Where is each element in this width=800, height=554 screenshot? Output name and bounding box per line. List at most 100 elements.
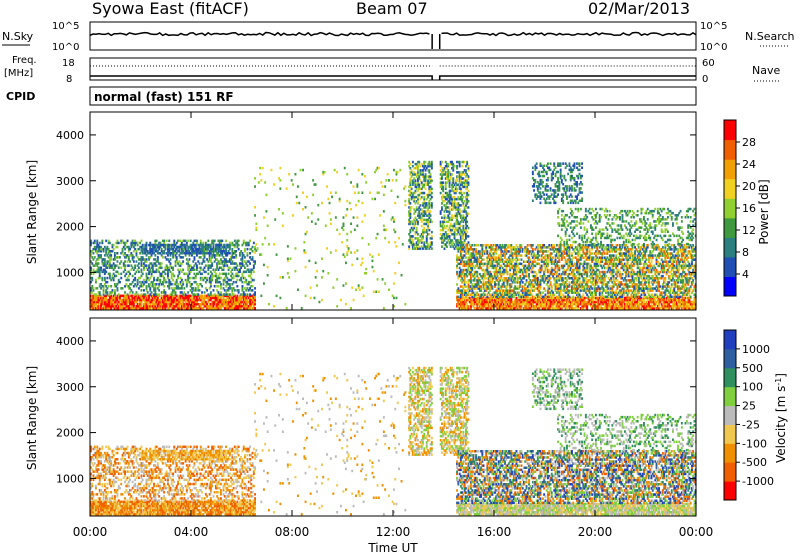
power-cell: [253, 242, 255, 245]
power-cell: [460, 204, 462, 207]
power-cell: [242, 285, 244, 288]
power-cell: [423, 192, 425, 195]
power-cell: [110, 285, 112, 288]
power-cell: [466, 161, 468, 164]
power-cell: [421, 196, 423, 199]
power-cell: [235, 250, 237, 253]
nsky-panel: [90, 22, 696, 50]
power-cell: [142, 273, 144, 276]
power-cell: [416, 227, 418, 230]
power-cell: [134, 264, 136, 267]
power-cell: [247, 293, 249, 296]
power-cell: [254, 246, 256, 249]
power-cell: [465, 169, 467, 172]
power-cell: [182, 256, 184, 259]
power-cell: [118, 273, 120, 276]
power-cell: [127, 293, 129, 296]
power-cell: [159, 279, 161, 282]
power-cell: [124, 264, 126, 267]
power-cell: [244, 256, 246, 259]
power-cell: [101, 277, 103, 280]
power-cell: [408, 198, 410, 201]
power-cell: [95, 293, 97, 296]
power-cell: [95, 279, 97, 282]
power-cell: [201, 285, 203, 288]
power-cell: [478, 244, 480, 247]
power-cell: [195, 244, 197, 247]
power-cell: [229, 293, 231, 296]
power-cell: [166, 240, 168, 243]
power-cell: [519, 275, 521, 278]
power-cell: [117, 252, 119, 255]
power-cell: [118, 267, 120, 270]
power-cell: [165, 291, 167, 294]
power-cell: [447, 163, 449, 166]
power-cell: [120, 273, 122, 276]
power-cell: [233, 281, 235, 284]
power-cell: [431, 188, 433, 191]
power-cell: [253, 271, 255, 274]
power-cell: [249, 252, 251, 255]
power-cell: [190, 295, 192, 298]
power-cell: [151, 291, 153, 294]
power-cell: [134, 277, 136, 280]
power-cell: [146, 264, 148, 267]
power-cell: [112, 289, 114, 292]
nsky-tick-low: 10^0: [52, 42, 79, 53]
freq-label-1: Freq.: [12, 55, 37, 66]
nave-tick-high: 60: [702, 58, 715, 69]
power-cell: [133, 256, 135, 259]
power-cell: [220, 277, 222, 280]
power-cell: [229, 267, 231, 270]
power-cell: [163, 285, 165, 288]
power-cell: [161, 262, 163, 265]
power-cell: [235, 254, 237, 257]
power-cell: [93, 252, 95, 255]
power-cell: [252, 285, 254, 288]
power-cell: [141, 293, 143, 296]
power-cell: [165, 248, 167, 251]
power-cell: [465, 256, 467, 259]
power-cell: [412, 235, 414, 238]
power-cell: [177, 283, 179, 286]
power-cell: [465, 285, 467, 288]
power-cell: [105, 240, 107, 243]
power-cell: [252, 256, 254, 259]
power-cell: [456, 271, 458, 274]
power-cell: [196, 240, 198, 243]
power-cell: [120, 260, 122, 263]
power-cell: [479, 250, 481, 253]
power-cell: [156, 293, 158, 296]
power-cell: [441, 217, 443, 220]
power-cell: [195, 287, 197, 290]
power-cell: [129, 260, 131, 263]
power-cell: [109, 242, 111, 245]
power-cell: [133, 260, 135, 263]
nsearch-tick-high: 10^5: [700, 21, 727, 32]
power-cell: [484, 294, 486, 297]
power-cell: [110, 254, 112, 257]
power-cell: [495, 256, 497, 259]
power-cell: [236, 279, 238, 282]
power-cell: [113, 248, 115, 251]
power-cell: [172, 267, 174, 270]
freq-tick-high: 18: [62, 58, 75, 69]
freq-label-2: [MHz]: [4, 68, 33, 79]
power-cell: [225, 273, 227, 276]
power-cell: [189, 258, 191, 261]
power-cell: [484, 263, 486, 266]
power-cell: [468, 212, 470, 215]
power-cell: [231, 248, 233, 251]
power-cell: [486, 250, 488, 253]
power-cell: [219, 273, 221, 276]
power-cell: [156, 264, 158, 267]
nsky-tick-high: 10^5: [52, 21, 79, 32]
power-cell: [182, 281, 184, 284]
power-cell: [137, 242, 139, 245]
power-cell: [156, 283, 158, 286]
power-cell: [238, 244, 240, 247]
power-cell: [249, 240, 251, 243]
power-cell: [454, 165, 456, 168]
power-cell: [218, 285, 220, 288]
power-cell: [157, 256, 159, 259]
